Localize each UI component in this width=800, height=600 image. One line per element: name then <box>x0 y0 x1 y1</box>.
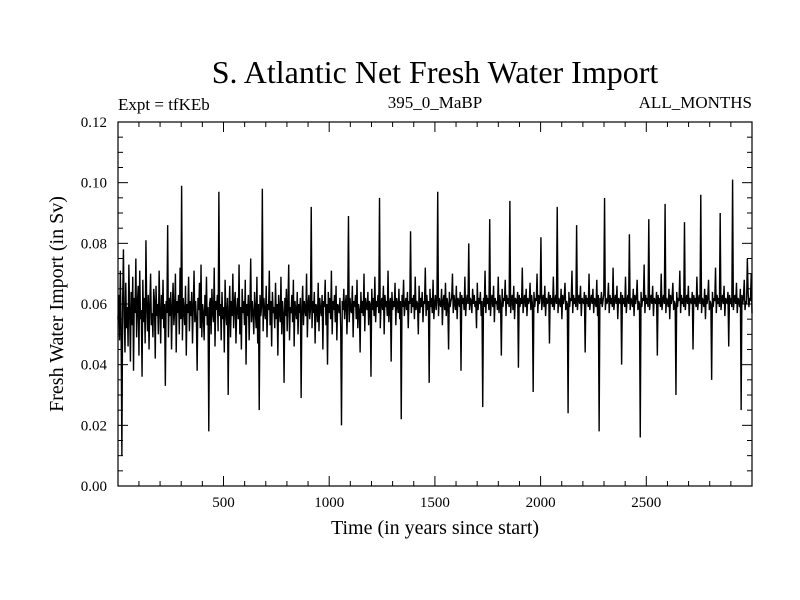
series-line-0 <box>117 179 753 456</box>
y-tick-label: 0.06 <box>81 297 108 313</box>
y-axis-label: Fresh Water Import (in Sv) <box>46 196 68 412</box>
x-tick-label: 500 <box>212 495 235 511</box>
y-tick-label: 0.08 <box>81 236 107 252</box>
x-tick-label: 2000 <box>526 495 556 511</box>
ticks-layer <box>118 122 752 486</box>
chart-title: S. Atlantic Net Fresh Water Import <box>212 54 659 90</box>
tick-labels-layer: 500 1000 1500 2000 2500 0.00 0.02 0.04 0.06 0.08 0… <box>81 115 662 511</box>
y-tick-label: 0.12 <box>81 115 107 131</box>
y-tick-label: 0.00 <box>81 479 107 495</box>
x-tick-label: 1000 <box>314 495 344 511</box>
y-tick-label: 0.10 <box>81 176 107 192</box>
chart-subtitle-experiment: Expt = tfKEb <box>118 95 210 114</box>
x-tick-label: 2500 <box>631 495 661 511</box>
series-layer <box>117 179 753 456</box>
x-axis-label: Time (in years since start) <box>331 517 539 539</box>
y-tick-label: 0.04 <box>81 358 108 374</box>
x-tick-label: 1500 <box>420 495 450 511</box>
y-tick-label: 0.02 <box>81 418 107 434</box>
chart-subtitle-period: 395_0_MaBP <box>388 93 482 112</box>
plot-frame <box>117 121 753 487</box>
chart-subtitle-months: ALL_MONTHS <box>639 93 752 112</box>
